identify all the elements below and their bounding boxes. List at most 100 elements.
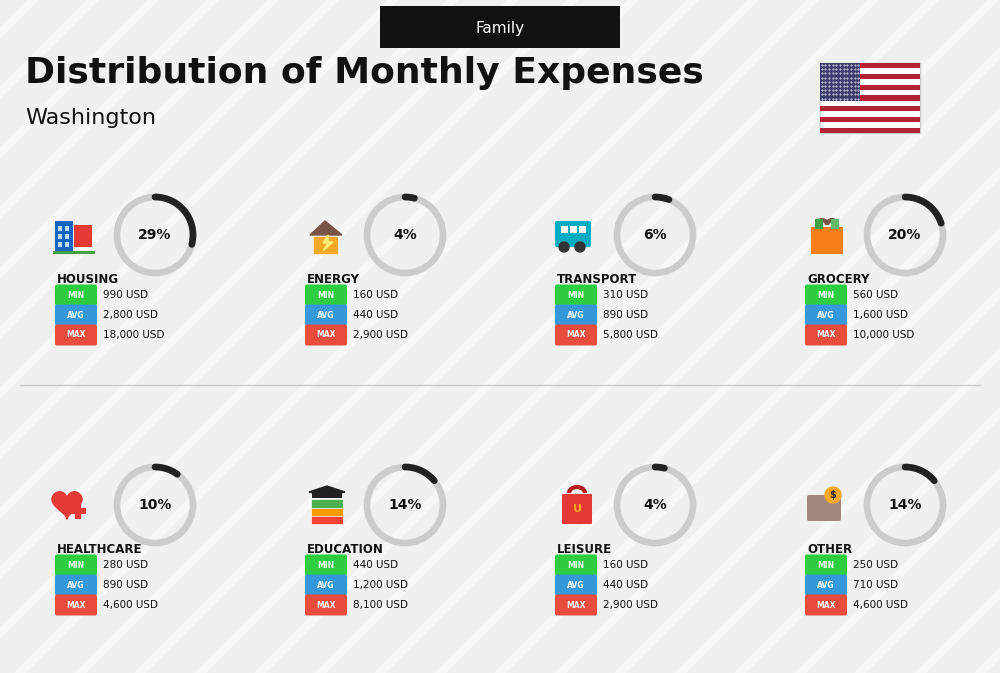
- FancyBboxPatch shape: [820, 128, 920, 133]
- Text: 29%: 29%: [138, 228, 172, 242]
- Text: 440 USD: 440 USD: [603, 580, 648, 590]
- FancyBboxPatch shape: [570, 226, 577, 233]
- FancyBboxPatch shape: [820, 74, 920, 79]
- FancyBboxPatch shape: [305, 575, 347, 596]
- FancyBboxPatch shape: [820, 63, 920, 69]
- Text: LEISURE: LEISURE: [557, 543, 612, 556]
- Text: MAX: MAX: [316, 330, 336, 339]
- FancyBboxPatch shape: [74, 225, 92, 247]
- FancyBboxPatch shape: [820, 117, 920, 122]
- Text: TRANSPORT: TRANSPORT: [557, 273, 637, 286]
- Text: 440 USD: 440 USD: [353, 560, 398, 570]
- FancyBboxPatch shape: [55, 304, 97, 326]
- Text: AVG: AVG: [567, 581, 585, 590]
- Text: 4,600 USD: 4,600 USD: [853, 600, 908, 610]
- FancyBboxPatch shape: [805, 304, 847, 326]
- Text: 160 USD: 160 USD: [603, 560, 648, 570]
- Text: 160 USD: 160 USD: [353, 290, 398, 300]
- Text: 6%: 6%: [643, 228, 667, 242]
- FancyBboxPatch shape: [820, 63, 920, 133]
- Text: AVG: AVG: [317, 310, 335, 320]
- Text: AVG: AVG: [317, 581, 335, 590]
- Text: 890 USD: 890 USD: [103, 580, 148, 590]
- FancyBboxPatch shape: [305, 555, 347, 575]
- FancyBboxPatch shape: [305, 285, 347, 306]
- FancyBboxPatch shape: [55, 594, 97, 616]
- Text: EDUCATION: EDUCATION: [307, 543, 384, 556]
- Text: MIN: MIN: [817, 291, 835, 299]
- Text: 4%: 4%: [643, 498, 667, 512]
- FancyBboxPatch shape: [555, 594, 597, 616]
- Text: MIN: MIN: [317, 561, 335, 569]
- FancyBboxPatch shape: [55, 555, 97, 575]
- Text: 18,000 USD: 18,000 USD: [103, 330, 164, 340]
- Text: 4%: 4%: [393, 228, 417, 242]
- Text: 14%: 14%: [888, 498, 922, 512]
- Text: MAX: MAX: [816, 330, 836, 339]
- Text: Washington: Washington: [25, 108, 156, 128]
- FancyBboxPatch shape: [75, 503, 81, 519]
- FancyBboxPatch shape: [65, 242, 69, 247]
- FancyBboxPatch shape: [58, 234, 62, 239]
- Text: MAX: MAX: [816, 600, 836, 610]
- Text: MIN: MIN: [567, 291, 585, 299]
- Text: 2,900 USD: 2,900 USD: [353, 330, 408, 340]
- FancyBboxPatch shape: [805, 555, 847, 575]
- Text: MAX: MAX: [66, 330, 86, 339]
- Text: MIN: MIN: [817, 561, 835, 569]
- FancyBboxPatch shape: [380, 6, 620, 48]
- FancyBboxPatch shape: [555, 285, 597, 306]
- Text: 2,800 USD: 2,800 USD: [103, 310, 158, 320]
- Polygon shape: [310, 221, 342, 235]
- Text: MIN: MIN: [317, 291, 335, 299]
- Text: AVG: AVG: [817, 581, 835, 590]
- Polygon shape: [52, 492, 82, 519]
- Text: 5,800 USD: 5,800 USD: [603, 330, 658, 340]
- Text: AVG: AVG: [67, 310, 85, 320]
- Text: ENERGY: ENERGY: [307, 273, 360, 286]
- Circle shape: [559, 242, 569, 252]
- Text: MAX: MAX: [66, 600, 86, 610]
- Text: 1,600 USD: 1,600 USD: [853, 310, 908, 320]
- Text: U: U: [572, 504, 582, 514]
- FancyBboxPatch shape: [305, 594, 347, 616]
- Text: MIN: MIN: [567, 561, 585, 569]
- Text: 2,900 USD: 2,900 USD: [603, 600, 658, 610]
- FancyBboxPatch shape: [70, 508, 86, 514]
- Circle shape: [575, 242, 585, 252]
- FancyBboxPatch shape: [820, 96, 920, 101]
- Text: HEALTHCARE: HEALTHCARE: [57, 543, 143, 556]
- FancyBboxPatch shape: [65, 226, 69, 231]
- Text: OTHER: OTHER: [807, 543, 852, 556]
- Text: 280 USD: 280 USD: [103, 560, 148, 570]
- FancyBboxPatch shape: [58, 242, 62, 247]
- Text: 310 USD: 310 USD: [603, 290, 648, 300]
- FancyBboxPatch shape: [55, 575, 97, 596]
- FancyBboxPatch shape: [805, 594, 847, 616]
- Text: 560 USD: 560 USD: [853, 290, 898, 300]
- Text: 10,000 USD: 10,000 USD: [853, 330, 914, 340]
- FancyBboxPatch shape: [805, 285, 847, 306]
- FancyBboxPatch shape: [820, 63, 860, 101]
- FancyBboxPatch shape: [820, 85, 920, 90]
- Text: 20%: 20%: [888, 228, 922, 242]
- FancyBboxPatch shape: [555, 555, 597, 575]
- Text: MAX: MAX: [566, 600, 586, 610]
- FancyBboxPatch shape: [311, 515, 343, 524]
- FancyBboxPatch shape: [562, 494, 592, 524]
- Text: MAX: MAX: [566, 330, 586, 339]
- Text: HOUSING: HOUSING: [57, 273, 119, 286]
- Polygon shape: [323, 235, 333, 251]
- Text: Distribution of Monthly Expenses: Distribution of Monthly Expenses: [25, 56, 704, 90]
- FancyBboxPatch shape: [305, 324, 347, 345]
- Text: MAX: MAX: [316, 600, 336, 610]
- FancyBboxPatch shape: [555, 324, 597, 345]
- Text: AVG: AVG: [817, 310, 835, 320]
- Text: MIN: MIN: [67, 561, 85, 569]
- Text: 4,600 USD: 4,600 USD: [103, 600, 158, 610]
- FancyBboxPatch shape: [805, 575, 847, 596]
- Text: 8,100 USD: 8,100 USD: [353, 600, 408, 610]
- FancyBboxPatch shape: [311, 507, 343, 516]
- FancyBboxPatch shape: [305, 304, 347, 326]
- FancyBboxPatch shape: [561, 226, 568, 233]
